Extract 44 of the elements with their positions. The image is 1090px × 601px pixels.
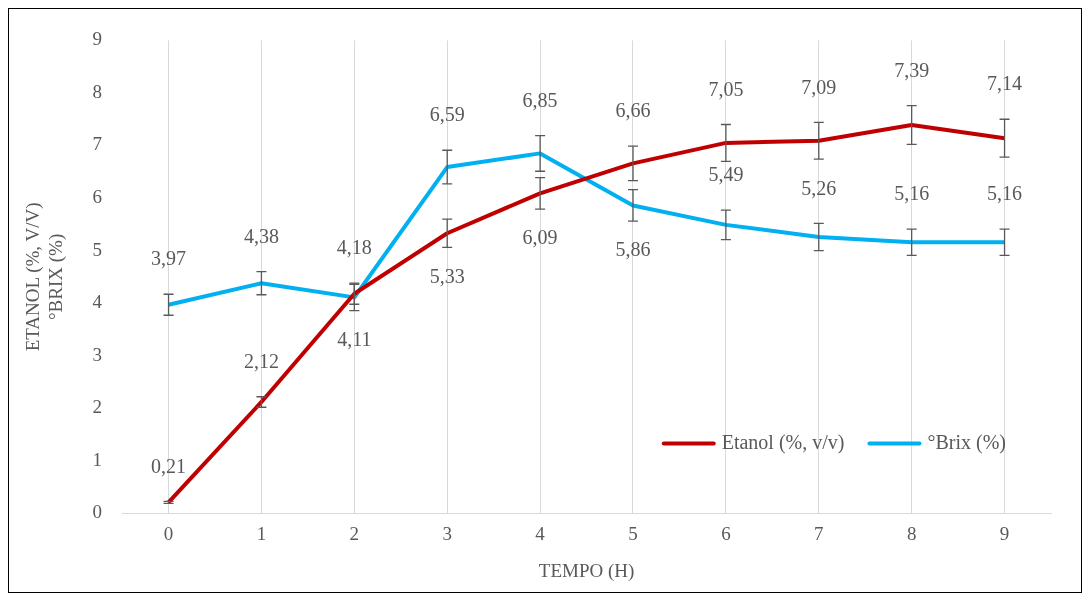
data-label: 5,86 xyxy=(615,238,651,261)
data-label: 6,09 xyxy=(522,226,558,249)
y-tick-label: 6 xyxy=(92,186,103,208)
y-tick-label: 2 xyxy=(92,396,103,418)
y-tick-label: 5 xyxy=(92,238,103,260)
data-label: 5,16 xyxy=(894,182,930,205)
data-label: 0,21 xyxy=(151,454,187,477)
x-tick-label: 7 xyxy=(814,522,824,544)
data-label: 7,39 xyxy=(894,58,930,81)
data-label: 4,11 xyxy=(337,327,372,350)
x-tick-label: 8 xyxy=(906,522,917,544)
y-tick-label: 8 xyxy=(92,80,103,102)
data-label: 5,26 xyxy=(801,176,837,199)
data-label: 7,14 xyxy=(987,72,1023,95)
x-tick-label: 4 xyxy=(535,522,546,544)
data-label: 5,33 xyxy=(429,264,465,287)
x-axis-title: TEMPO (H) xyxy=(538,559,635,582)
data-label: 4,38 xyxy=(243,224,279,247)
data-label: 7,05 xyxy=(708,77,744,100)
x-tick-label: 3 xyxy=(442,522,452,544)
y-tick-label: 3 xyxy=(92,343,103,365)
x-tick-label: 6 xyxy=(721,522,731,544)
x-tick-label: 9 xyxy=(999,522,1010,544)
x-tick-label: 2 xyxy=(349,522,360,544)
legend-label: °Brix (%) xyxy=(927,430,1007,454)
y-tick-label: 0 xyxy=(92,501,103,523)
data-label: 6,85 xyxy=(522,88,558,111)
data-label: 3,97 xyxy=(151,247,187,270)
x-tick-label: 0 xyxy=(163,522,174,544)
data-label: 6,66 xyxy=(615,99,651,122)
data-label: 7,09 xyxy=(801,75,837,98)
data-label: 4,18 xyxy=(336,236,372,259)
x-tick-label: 5 xyxy=(628,522,638,544)
y-tick-label: 9 xyxy=(92,28,103,50)
data-label: 6,59 xyxy=(429,103,465,126)
data-label: 5,49 xyxy=(708,163,744,186)
y-tick-label: 4 xyxy=(92,291,103,313)
data-label: 5,16 xyxy=(987,182,1023,205)
y-tick-label: 1 xyxy=(92,448,103,470)
data-label: 2,12 xyxy=(243,349,279,372)
y-tick-label: 7 xyxy=(92,133,103,155)
legend-label: Etanol (%, v/v) xyxy=(721,430,845,454)
y-axis-title: ETANOL (%, V/V) °BRIX (%) xyxy=(22,202,68,352)
x-tick-label: 1 xyxy=(256,522,267,544)
